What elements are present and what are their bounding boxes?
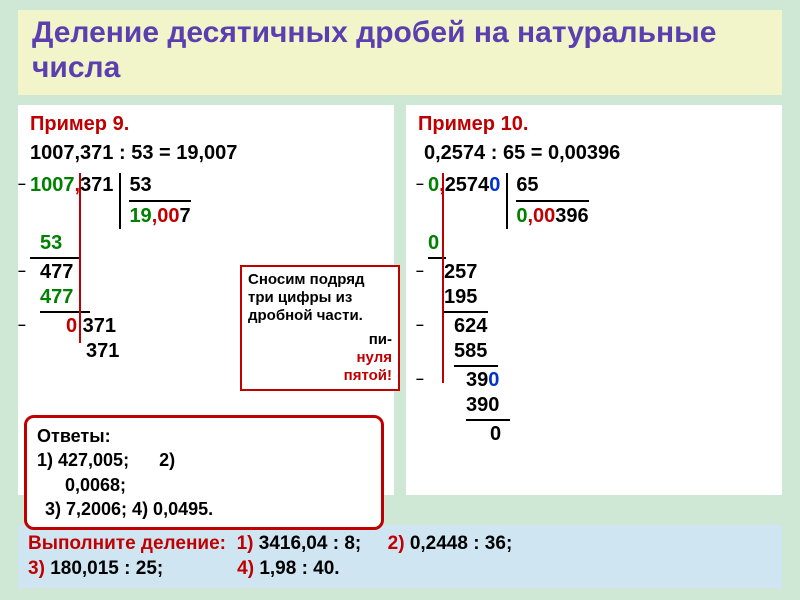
- note-l2: три цифры из: [248, 289, 392, 307]
- s10-7: 390: [466, 394, 499, 416]
- task-1: 3416,04 : 8;: [259, 533, 361, 554]
- example-9-problem: 1007,371 : 53 = 19,007: [30, 142, 384, 165]
- dividend-9-int: 1007: [30, 174, 75, 196]
- div10-m: 2574: [445, 174, 490, 196]
- s9-2: 477: [40, 261, 73, 283]
- ans-2-num: 2): [159, 450, 175, 470]
- red-vline-9: [79, 173, 81, 343]
- dividend-9-frac: 371: [80, 174, 113, 196]
- red-vline-10: [442, 173, 444, 383]
- s10-6b: 0: [488, 369, 499, 391]
- s9-4z: 0: [66, 315, 77, 337]
- dividend-9: – 1007,371: [30, 173, 119, 198]
- note-red1: нуля: [357, 349, 393, 366]
- divisor-10: 65: [516, 174, 538, 196]
- s9-1: 53: [40, 232, 62, 254]
- quotient-9: 19,007: [129, 200, 190, 229]
- steps-10: 0 –257 195 –624 585 –390 390 0: [428, 231, 772, 447]
- div10-t: 0: [489, 174, 500, 196]
- divisor-quotient-9: 53 19,007: [119, 173, 209, 229]
- s10-2: 257: [444, 261, 477, 283]
- quo9-int: 19: [129, 205, 151, 227]
- slide-title: Деление десятичных дробей на натуральные…: [32, 16, 768, 85]
- s10-1: 0: [428, 232, 439, 254]
- ans-34: 3) 7,2006; 4) 0,0495.: [45, 499, 213, 519]
- quotient-10: 0,00396: [516, 200, 588, 229]
- s10-8: 0: [490, 423, 501, 445]
- task-3: 180,015 : 25;: [50, 558, 163, 579]
- s10-6a: 39: [466, 369, 488, 391]
- s10-3: 195: [444, 286, 477, 308]
- div10-z: 0: [428, 174, 439, 196]
- example-10: Пример 10. 0,2574 : 65 = 0,00396 – 0,257…: [406, 105, 782, 495]
- s9-3: 477: [40, 286, 73, 308]
- quo9-last: 7: [180, 205, 191, 227]
- divisor-quotient-10: 65 0,00396: [506, 173, 596, 229]
- q10-e: 396: [555, 205, 588, 227]
- s10-5: 585: [454, 340, 487, 362]
- note-l1: Сносим подряд: [248, 271, 392, 289]
- s9-5: 371: [86, 340, 119, 362]
- title-box: Деление десятичных дробей на натуральные…: [18, 10, 782, 95]
- task-box: Выполните деление: 1) 3416,04 : 8; 2) 0,…: [18, 525, 782, 588]
- task-head: Выполните деление:: [28, 533, 226, 554]
- ans-2: 0,0068;: [65, 475, 126, 495]
- answers-box: Ответы: 1) 427,005; 2) 0,0068; 3) 7,2006…: [24, 415, 384, 530]
- note-box: Сносим подряд три цифры из дробной части…: [240, 265, 400, 391]
- dividend-10: – 0,25740: [428, 173, 506, 198]
- q10-z: 0: [516, 205, 527, 227]
- q10-m: 00: [533, 205, 555, 227]
- example-10-problem: 0,2574 : 65 = 0,00396: [418, 142, 772, 165]
- quo9-mid: 00: [157, 205, 179, 227]
- example-9-label: Пример 9.: [30, 113, 384, 136]
- task-4: 1,98 : 40.: [259, 558, 339, 579]
- ans-1: 1) 427,005;: [37, 450, 129, 470]
- longdiv-10: – 0,25740 65 0,00396 0 –257 195 –624: [418, 173, 772, 447]
- divisor-9: 53: [129, 174, 151, 196]
- note-red2: пятой!: [344, 367, 392, 384]
- task-2: 0,2448 : 36;: [410, 533, 512, 554]
- slide: Деление десятичных дробей на натуральные…: [0, 0, 800, 600]
- answers-head: Ответы:: [37, 424, 371, 448]
- s9-4r: 371: [77, 315, 116, 337]
- example-10-label: Пример 10.: [418, 113, 772, 136]
- s10-4: 624: [454, 315, 487, 337]
- note-l3: дробной части.: [248, 307, 392, 325]
